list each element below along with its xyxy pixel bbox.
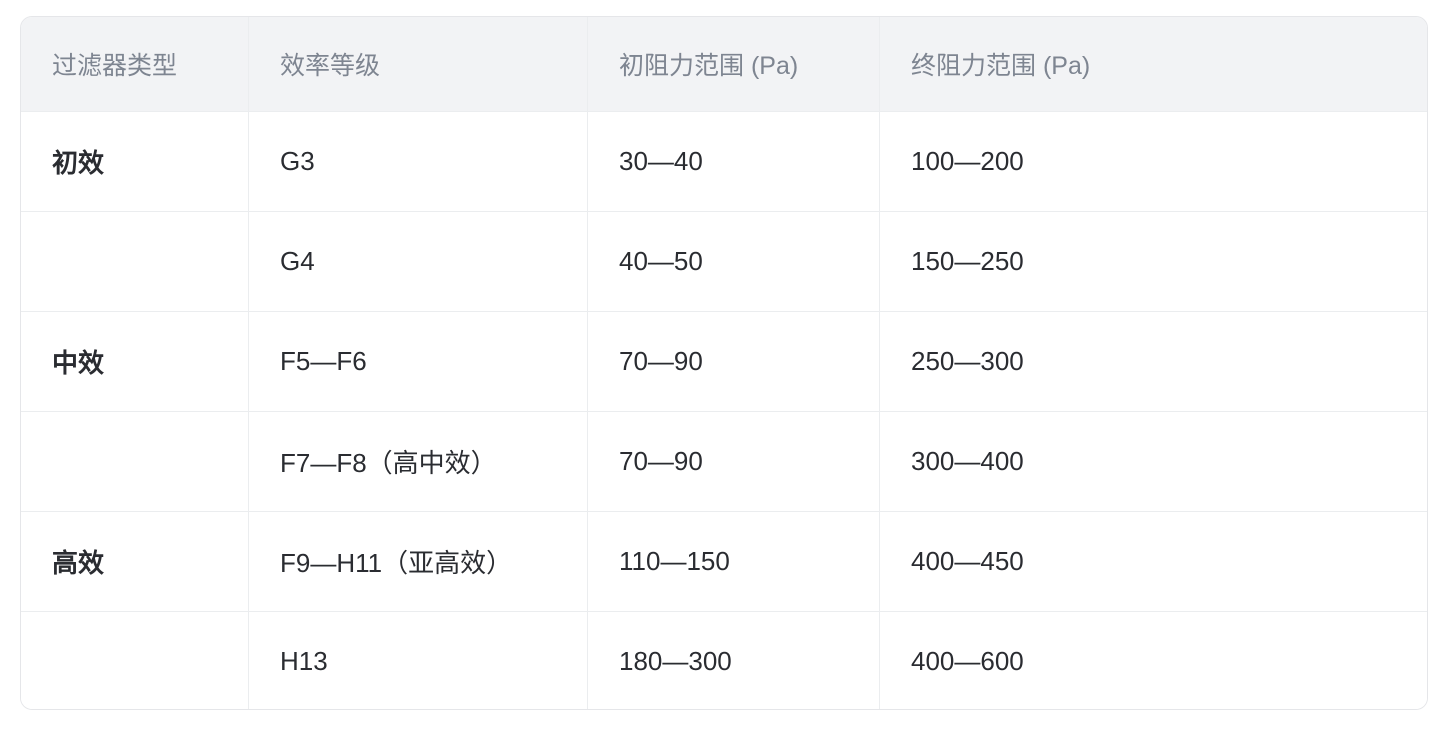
cell-efficiency-grade: F7—F8（高中效） [248, 412, 587, 511]
cell-initial-resistance: 110—150 [587, 512, 879, 611]
cell-initial-resistance: 180—300 [587, 612, 879, 709]
table-row: H13 180—300 400—600 [21, 611, 1427, 709]
cell-final-resistance: 100—200 [879, 112, 1427, 211]
cell-filter-type [21, 612, 248, 709]
table-row: 高效 F9—H11（亚高效） 110—150 400—450 [21, 511, 1427, 611]
table-row: 中效 F5—F6 70—90 250—300 [21, 311, 1427, 411]
column-header-filter-type: 过滤器类型 [52, 52, 178, 80]
column-header-final-resistance: 终阻力范围 (Pa) [879, 17, 1427, 111]
cell-efficiency-grade: F9—H11（亚高效） [248, 512, 587, 611]
cell-initial-resistance: 70—90 [587, 312, 879, 411]
column-header-efficiency-grade: 效率等级 [248, 17, 587, 111]
cell-efficiency-grade: G4 [248, 212, 587, 311]
cell-filter-type: 初效 [52, 148, 105, 178]
cell-final-resistance: 150—250 [879, 212, 1427, 311]
cell-final-resistance: 300—400 [879, 412, 1427, 511]
cell-final-resistance: 400—600 [879, 612, 1427, 709]
cell-filter-type: 中效 [52, 348, 105, 378]
cell-efficiency-grade: G3 [248, 112, 587, 211]
filter-resistance-table: 过滤器类型 效率等级 初阻力范围 (Pa) 终阻力范围 (Pa) 初效 G3 3… [20, 16, 1428, 710]
cell-final-resistance: 400—450 [879, 512, 1427, 611]
cell-initial-resistance: 40—50 [587, 212, 879, 311]
cell-filter-type: 高效 [52, 548, 105, 578]
column-header-initial-resistance: 初阻力范围 (Pa) [587, 17, 879, 111]
table-row: F7—F8（高中效） 70—90 300—400 [21, 411, 1427, 511]
table-header-row: 过滤器类型 效率等级 初阻力范围 (Pa) 终阻力范围 (Pa) [21, 17, 1427, 111]
cell-efficiency-grade: H13 [248, 612, 587, 709]
cell-initial-resistance: 70—90 [587, 412, 879, 511]
cell-final-resistance: 250—300 [879, 312, 1427, 411]
table-row: G4 40—50 150—250 [21, 211, 1427, 311]
cell-efficiency-grade: F5—F6 [248, 312, 587, 411]
table-row: 初效 G3 30—40 100—200 [21, 111, 1427, 211]
cell-filter-type [21, 412, 248, 511]
cell-filter-type [21, 212, 248, 311]
cell-initial-resistance: 30—40 [587, 112, 879, 211]
